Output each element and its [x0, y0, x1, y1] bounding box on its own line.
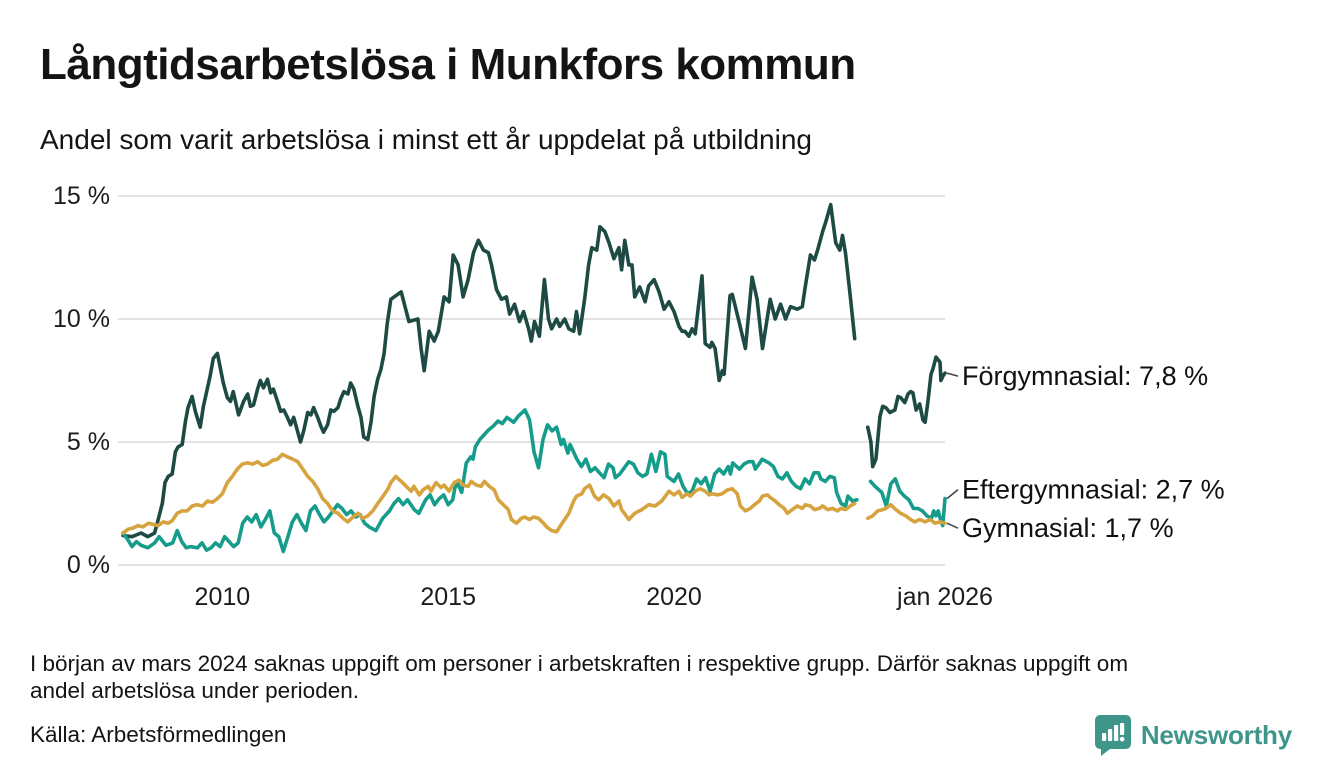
series-end-label: Gymnasial: 1,7 % [962, 513, 1174, 543]
y-axis-tick-label: 10 % [53, 305, 110, 333]
series-line-förgymnasial [121, 202, 947, 539]
x-axis-tick-label: 2015 [420, 583, 476, 611]
y-axis-tick-label: 0 % [67, 551, 110, 579]
newsworthy-logo: Newsworthy [1094, 714, 1292, 756]
footnote-line-1: I början av mars 2024 saknas uppgift om … [30, 651, 1129, 676]
newsworthy-icon [1094, 715, 1131, 756]
label-connector [946, 372, 959, 377]
x-axis-tick-label: 2020 [646, 583, 702, 611]
line-chart: 0 % 5 % 10 % 15 % 2010 2015 2020 jan 2026 Förgym… [53, 182, 1225, 611]
series-line-eftergymnasial [121, 408, 947, 554]
series-end-label: Förgymnasial: 7,8 % [962, 361, 1208, 391]
y-axis-tick-label: 5 % [67, 428, 110, 456]
x-axis-tick-label: jan 2026 [896, 583, 993, 611]
source-label: Källa: Arbetsförmedlingen [30, 722, 287, 747]
newsworthy-wordmark: Newsworthy [1140, 719, 1292, 750]
series-end-label: Eftergymnasial: 2,7 % [962, 475, 1225, 505]
label-connector [946, 488, 959, 500]
page-title: Långtidsarbetslösa i Munkfors kommun [40, 40, 856, 89]
series-line-gymnasial [121, 452, 947, 535]
label-connector [946, 522, 959, 529]
y-axis-tick-label: 15 % [53, 182, 110, 210]
chart-subtitle: Andel som varit arbetslösa i minst ett å… [40, 124, 812, 155]
x-axis-tick-label: 2010 [195, 583, 251, 611]
footnote: I början av mars 2024 saknas uppgift om … [30, 650, 1128, 704]
footnote-line-2: andel arbetslösa under perioden. [30, 678, 359, 703]
